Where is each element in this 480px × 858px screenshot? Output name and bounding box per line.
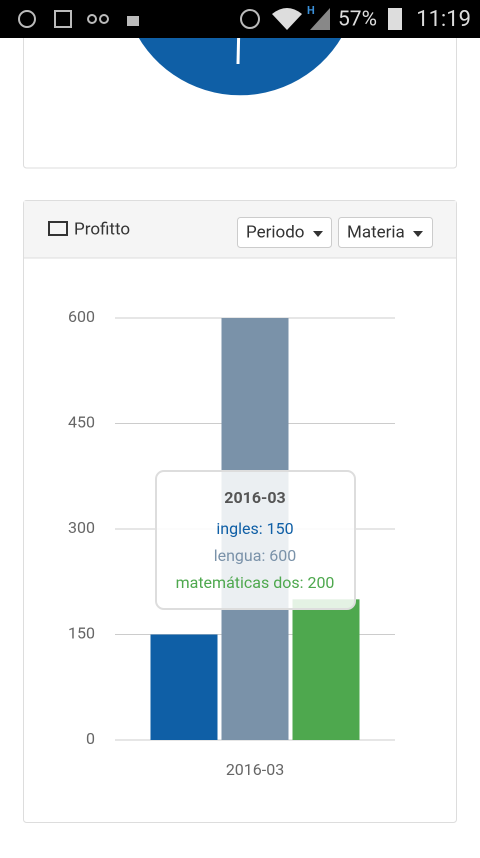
bar [150, 634, 218, 740]
network-type: H [307, 4, 315, 17]
pie-remnant [130, 20, 350, 96]
clock: 11:19 [416, 7, 471, 32]
tooltip-line: ingles: 150 [216, 519, 293, 538]
battery-icon [388, 8, 402, 30]
tooltip [155, 470, 356, 610]
tooltip-line: lengua: 600 [214, 546, 297, 565]
subject-button-label[interactable]: Materia [347, 222, 405, 242]
x-tick-label: 2016-03 [226, 760, 284, 779]
signal-icon [310, 8, 330, 30]
period-button-label[interactable]: Periodo [246, 222, 305, 242]
y-tick-label: 150 [68, 624, 95, 643]
period-button[interactable] [237, 217, 332, 248]
caret [413, 231, 423, 237]
y-tick-label: 0 [86, 729, 95, 748]
y-tick-label: 300 [68, 518, 95, 537]
battery-level: 57% [338, 8, 377, 32]
y-tick-label: 450 [68, 413, 95, 432]
money-icon [48, 221, 68, 236]
panel-title: Profitto [74, 219, 130, 239]
wifi-icon [272, 8, 302, 30]
y-tick-label: 600 [68, 307, 95, 326]
caret [313, 231, 323, 237]
tooltip-title: 2016-03 [224, 488, 285, 507]
tooltip-line: matemáticas dos: 200 [176, 573, 335, 592]
bar [292, 599, 360, 740]
status-icons [18, 9, 260, 29]
subject-button[interactable] [338, 217, 433, 248]
